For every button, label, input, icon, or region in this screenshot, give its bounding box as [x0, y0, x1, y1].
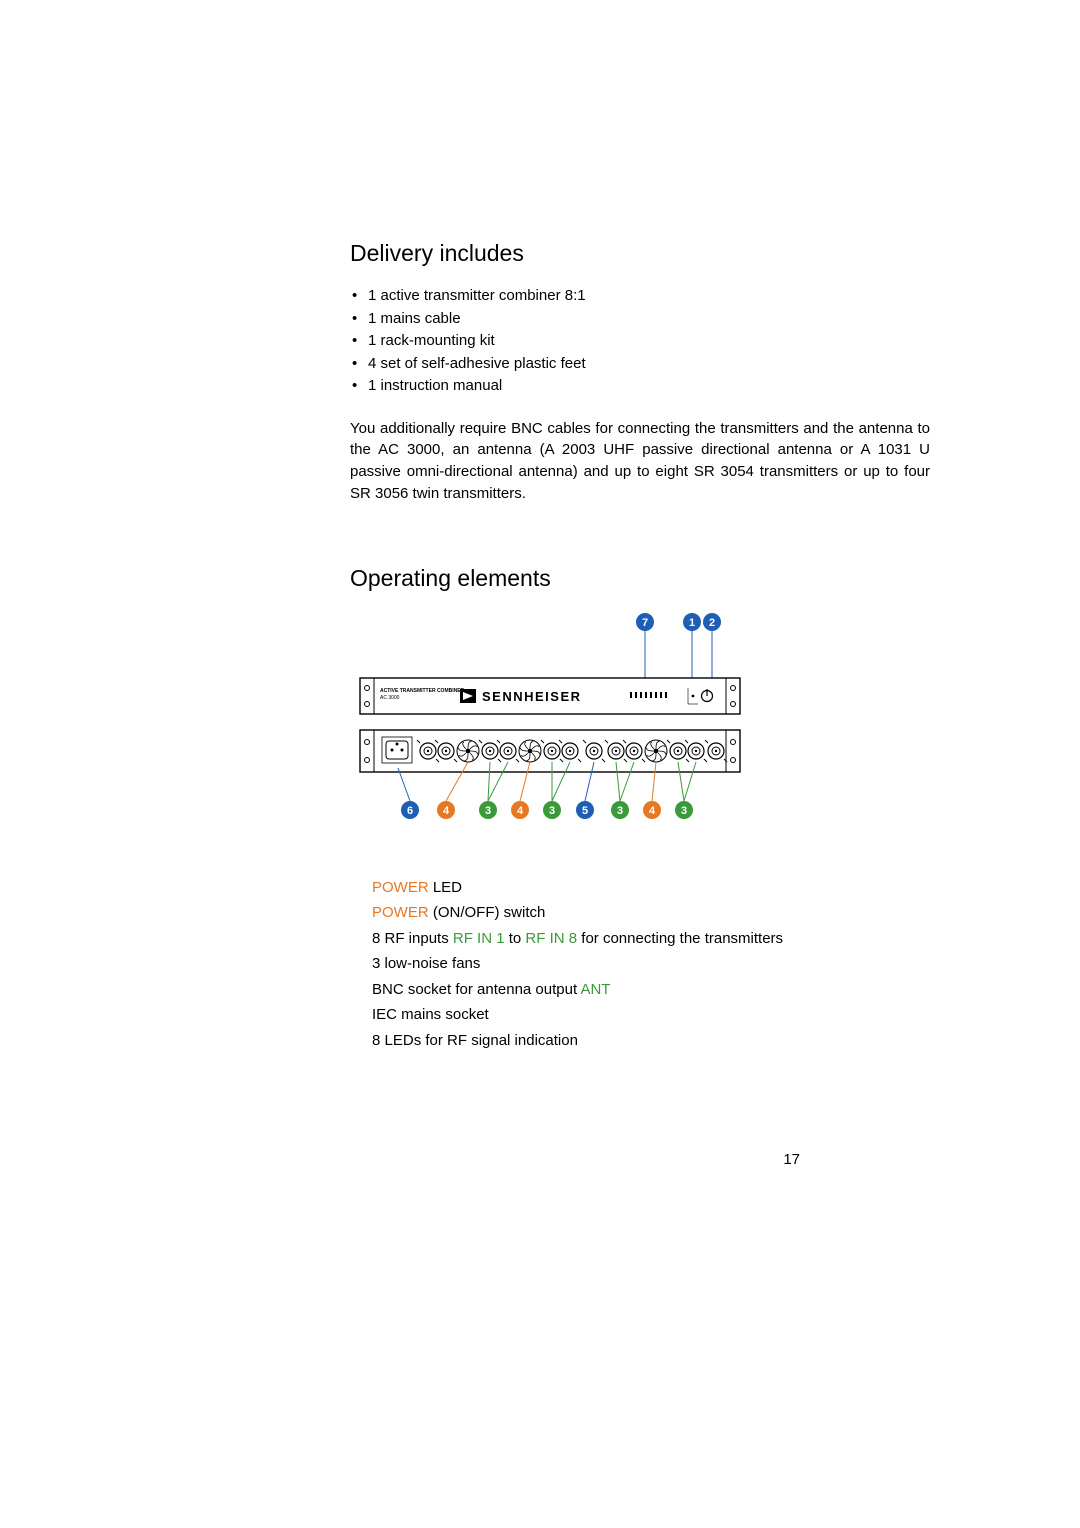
svg-text:4: 4: [649, 805, 656, 817]
legend-item: 5 BNC socket for antenna output ANT: [350, 977, 930, 1003]
delivery-list: 1 active transmitter combiner 8:11 mains…: [350, 285, 930, 398]
callout-badge-4-icon: 4: [350, 953, 368, 971]
legend-item: 1 POWER LED: [350, 875, 930, 901]
delivery-note: You additionally require BNC cables for …: [350, 418, 930, 505]
callout-badge-1-icon: 1: [350, 877, 368, 895]
callout-badge-5-icon: 5: [350, 979, 368, 997]
svg-text:1: 1: [356, 880, 362, 891]
legend-item: 4 3 low-noise fans: [350, 951, 930, 977]
svg-text:SENNHEISER: SENNHEISER: [482, 689, 582, 704]
callout-badge-3-icon: 3: [350, 928, 368, 946]
legend-text: BNC socket for antenna output ANT: [372, 981, 610, 998]
svg-text:5: 5: [582, 805, 588, 817]
svg-text:2: 2: [356, 906, 362, 917]
svg-text:4: 4: [517, 805, 524, 817]
legend-item: 7 8 LEDs for RF signal indication: [350, 1028, 930, 1054]
legend-item: 2 POWER (ON/OFF) switch: [350, 900, 930, 926]
legend-text: 8 RF inputs RF IN 1 to RF IN 8 for conne…: [372, 930, 783, 947]
legend-item: 6 IEC mains socket: [350, 1002, 930, 1028]
svg-text:2: 2: [709, 617, 715, 629]
delivery-item: 4 set of self-adhesive plastic feet: [350, 353, 930, 376]
callout-badge-6-icon: 6: [350, 1004, 368, 1022]
legend-text: POWER (ON/OFF) switch: [372, 904, 545, 921]
svg-text:7: 7: [356, 1033, 362, 1044]
delivery-item: 1 active transmitter combiner 8:1: [350, 285, 930, 308]
svg-text:ACTIVE TRANSMITTER COMBINER: ACTIVE TRANSMITTER COMBINER: [380, 688, 465, 694]
svg-text:6: 6: [407, 805, 413, 817]
svg-text:3: 3: [549, 805, 555, 817]
delivery-item: 1 mains cable: [350, 308, 930, 331]
legend-text: 3 low-noise fans: [372, 955, 480, 972]
svg-text:4: 4: [443, 805, 450, 817]
delivery-item: 1 instruction manual: [350, 375, 930, 398]
svg-text:1: 1: [689, 617, 695, 629]
callout-badge-2-icon: 2: [350, 902, 368, 920]
svg-text:5: 5: [356, 982, 362, 993]
svg-text:AC 3000: AC 3000: [380, 695, 400, 701]
legend-text: IEC mains socket: [372, 1006, 489, 1023]
delivery-title: Delivery includes: [350, 240, 930, 267]
device-diagram: 7 1 2 ACTIVE TRANSMITTER COMBINERAC 3000 SEN…: [350, 610, 930, 855]
svg-text:3: 3: [617, 805, 623, 817]
svg-text:7: 7: [642, 617, 648, 629]
svg-text:3: 3: [681, 805, 687, 817]
legend-text: 8 LEDs for RF signal indication: [372, 1032, 578, 1049]
svg-text:3: 3: [485, 805, 491, 817]
svg-text:3: 3: [356, 931, 362, 942]
operating-title: Operating elements: [350, 565, 930, 592]
legend: 1 POWER LED 2 POWER (ON/OFF) switch 3 8 RF in…: [350, 875, 930, 1054]
legend-item: 3 8 RF inputs RF IN 1 to RF IN 8 for conn…: [350, 926, 930, 952]
callout-badge-7-icon: 7: [350, 1030, 368, 1048]
page-number: 17: [783, 1151, 800, 1168]
delivery-item: 1 rack-mounting kit: [350, 330, 930, 353]
svg-text:4: 4: [356, 957, 362, 968]
svg-text:6: 6: [356, 1008, 362, 1019]
legend-text: POWER LED: [372, 879, 462, 896]
